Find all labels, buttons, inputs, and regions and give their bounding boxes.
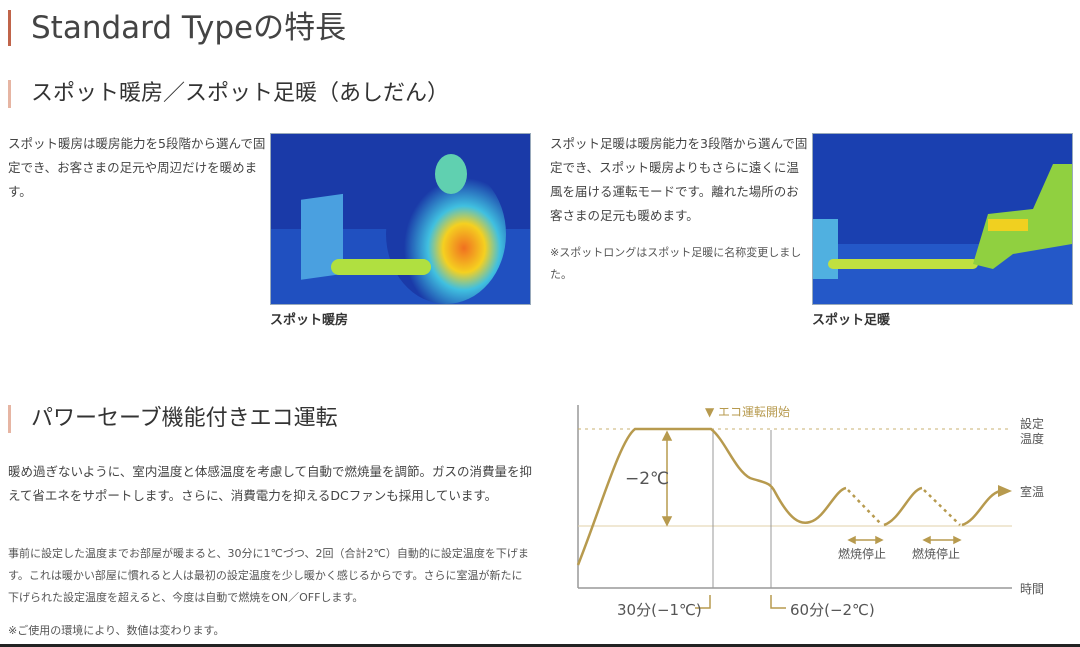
eco-note: ※ご使用の環境により、数値は変わります。	[8, 624, 225, 637]
room-temp-curve	[961, 489, 1001, 527]
spot-heading: スポット暖房／スポット足暖（あしだん）	[8, 80, 449, 108]
stop-label-1: 燃焼停止	[838, 546, 886, 561]
mark-30-label: 30分(−1℃)	[617, 601, 702, 619]
page-title: Standard Typeの特長	[8, 10, 346, 46]
spot-foot-text: スポット足暖は暖房能力を3段階から選んで固定でき、スポット暖房よりもさらに遠くに…	[550, 136, 808, 223]
set-temp-label-1: 設定	[1020, 416, 1044, 431]
room-temp-label: 室温	[1020, 484, 1044, 499]
eco-heading: パワーセーブ機能付きエコ運転	[8, 405, 338, 433]
spot-foot-note: ※スポットロングはスポット足暖に名称変更しました。	[550, 246, 802, 281]
mark-60-pointer-icon	[770, 595, 786, 609]
eco-start-label: ▼ エコ運転開始	[705, 405, 790, 419]
spot-heating-text: スポット暖房は暖房能力を5段階から選んで固定でき、お客さまの足元や周辺だけを暖め…	[8, 136, 266, 199]
spot-heating-caption: スポット暖房	[270, 313, 349, 328]
room-temp-curve	[576, 427, 847, 566]
spot-foot-caption: スポット足暖	[812, 313, 891, 328]
arrow-head-icon	[998, 485, 1012, 497]
burner-off-segment	[847, 489, 883, 526]
set-temp-label-2: 温度	[1020, 431, 1044, 446]
delta-label: −2℃	[625, 469, 669, 489]
delta-arrow-icon	[661, 430, 673, 527]
room-temp-curve	[883, 486, 923, 527]
mark-60-label: 60分(−2℃)	[790, 601, 875, 619]
burner-off-segment	[923, 489, 961, 526]
bottom-border	[0, 644, 1080, 647]
stop-range-arrow-icon	[847, 535, 962, 545]
mark-30-pointer-icon	[695, 595, 711, 609]
stop-label-2: 燃焼停止	[912, 546, 960, 561]
spot-foot-thermal-image	[812, 133, 1073, 305]
eco-paragraph-1: 暖め過ぎないように、室内温度と体感温度を考慮して自動で燃焼量を調節。ガスの消費量…	[8, 464, 533, 503]
eco-paragraph-2: 事前に設定した温度までお部屋が暖まると、30分に1℃づつ、2回（合計2℃）自動的…	[8, 547, 529, 604]
spot-heating-thermal-image	[270, 133, 531, 305]
time-label: 時間	[1020, 582, 1044, 596]
